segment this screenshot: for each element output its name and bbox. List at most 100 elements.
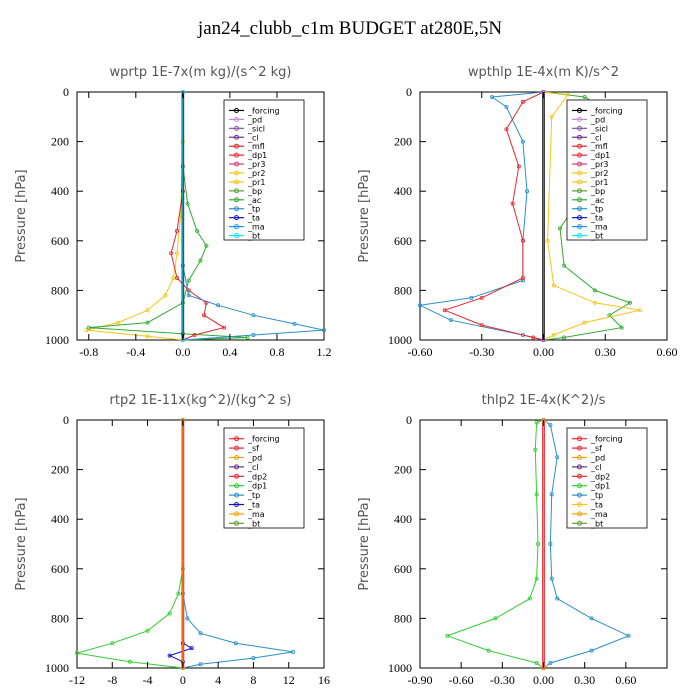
series-point bbox=[245, 335, 250, 340]
series-point bbox=[566, 92, 571, 97]
series-point bbox=[176, 591, 181, 596]
series-point bbox=[233, 641, 238, 646]
legend-label: _ma bbox=[590, 510, 608, 519]
x-tick-label: 8 bbox=[250, 673, 256, 687]
y-tick-label: 400 bbox=[394, 184, 412, 198]
chart-panel-4: thlp2 1E-4x(K^2)/s Pressure [hPa] -0.90 -0.… bbox=[357, 393, 668, 687]
series-point bbox=[145, 308, 150, 313]
legend-marker bbox=[234, 492, 239, 498]
x-tick-label: -0.30 bbox=[490, 673, 515, 687]
legend-marker bbox=[577, 224, 582, 230]
legend-label: _bt bbox=[590, 519, 603, 528]
legend-marker bbox=[234, 502, 239, 507]
series-point bbox=[251, 333, 256, 338]
series-line-tp bbox=[418, 91, 544, 341]
legend-label: _dp2 bbox=[590, 472, 610, 481]
series-point bbox=[75, 651, 80, 656]
legend-marker bbox=[577, 125, 582, 131]
y-tick-label: 400 bbox=[51, 184, 69, 198]
y-tick-label: 1000 bbox=[388, 333, 412, 347]
series-point bbox=[589, 648, 594, 653]
series-point bbox=[548, 422, 553, 427]
legend-label: _mfl bbox=[590, 142, 608, 151]
y-tick-label: 0 bbox=[63, 85, 69, 99]
x-tick-label: -0.4 bbox=[126, 345, 145, 359]
x-tick-label: -8 bbox=[107, 673, 117, 687]
series-point bbox=[167, 653, 172, 658]
legend-label: _cl bbox=[590, 463, 602, 472]
series-point bbox=[321, 328, 326, 333]
series-point bbox=[116, 320, 121, 325]
legend-label: _pd bbox=[590, 454, 605, 463]
legend-label: _sf bbox=[247, 444, 259, 453]
x-tick-label: 0.60 bbox=[657, 345, 678, 359]
series-point bbox=[555, 596, 560, 601]
legend-marker bbox=[234, 215, 239, 221]
chart-title: thlp2 1E-4x(K^2)/s bbox=[482, 393, 606, 408]
legend-label: _pd bbox=[247, 115, 262, 124]
series-point bbox=[534, 661, 539, 666]
legend-marker bbox=[234, 134, 239, 140]
series-point bbox=[533, 447, 538, 452]
series-line-pr1 bbox=[543, 91, 641, 341]
legend-label: _pr3 bbox=[247, 160, 265, 169]
legend-label: _cl bbox=[247, 133, 259, 142]
legend-marker bbox=[234, 455, 239, 460]
series-line-pr1 bbox=[86, 92, 184, 341]
series-point bbox=[531, 335, 536, 340]
legend-label: _bp bbox=[590, 187, 605, 196]
legend-marker bbox=[234, 107, 239, 113]
series-point bbox=[445, 633, 450, 638]
chart-title: wprtp 1E-7x(m kg)/(s^2 kg) bbox=[110, 65, 292, 80]
legend-marker bbox=[577, 116, 582, 122]
legend-label: _sf bbox=[590, 444, 602, 453]
x-tick-label: -0.30 bbox=[469, 345, 494, 359]
series-point bbox=[589, 616, 594, 621]
series-point bbox=[592, 300, 597, 305]
series-point bbox=[442, 308, 447, 313]
legend: _forcing_pd_sicl_cl_mfl_dp1_pr3_pr2_pr1_… bbox=[223, 99, 305, 241]
chart-panel-3: rtp2 1E-11x(kg^2)/(kg^2 s) Pressure [hPa]… bbox=[14, 393, 330, 687]
legend-label: _mfl bbox=[247, 142, 265, 151]
series-point bbox=[202, 313, 207, 318]
y-tick-label: 200 bbox=[394, 135, 412, 149]
y-tick-label: 1000 bbox=[45, 661, 69, 675]
y-tick-label: 800 bbox=[51, 283, 69, 297]
legend-marker bbox=[234, 188, 239, 194]
legend-box bbox=[223, 99, 305, 241]
series-point bbox=[204, 243, 209, 248]
x-tick-label: 0.30 bbox=[574, 673, 595, 687]
legend-label: _dp1 bbox=[247, 482, 267, 491]
series-point bbox=[486, 648, 491, 653]
y-tick-label: 0 bbox=[63, 413, 69, 427]
series-point bbox=[510, 201, 515, 206]
legend-marker bbox=[577, 233, 582, 239]
x-tick-label: 0.8 bbox=[269, 345, 284, 359]
series-point bbox=[555, 455, 560, 460]
y-tick-label: 0 bbox=[406, 413, 412, 427]
legend-marker bbox=[577, 161, 582, 167]
legend-marker bbox=[234, 473, 239, 479]
series-point bbox=[534, 576, 539, 581]
series-point bbox=[189, 646, 194, 651]
series-point bbox=[582, 320, 587, 325]
series-point bbox=[163, 293, 168, 298]
legend-marker bbox=[577, 483, 582, 489]
series-point bbox=[626, 633, 631, 638]
x-tick-label: 16 bbox=[318, 673, 330, 687]
legend-marker bbox=[577, 502, 582, 507]
legend-label: _ac bbox=[247, 196, 261, 205]
series-point bbox=[145, 334, 150, 339]
x-tick-label: -0.60 bbox=[408, 345, 433, 359]
x-tick-label: 0 bbox=[180, 673, 186, 687]
legend-label: _bt bbox=[590, 232, 603, 241]
series-line-dp1 bbox=[445, 419, 544, 669]
series-point bbox=[520, 139, 525, 144]
legend-marker bbox=[234, 152, 239, 158]
legend-marker bbox=[577, 143, 582, 149]
x-tick-label: 0.0 bbox=[175, 345, 190, 359]
legend-marker bbox=[234, 511, 239, 517]
x-tick-label: 0.4 bbox=[222, 345, 237, 359]
legend-marker bbox=[234, 125, 239, 131]
